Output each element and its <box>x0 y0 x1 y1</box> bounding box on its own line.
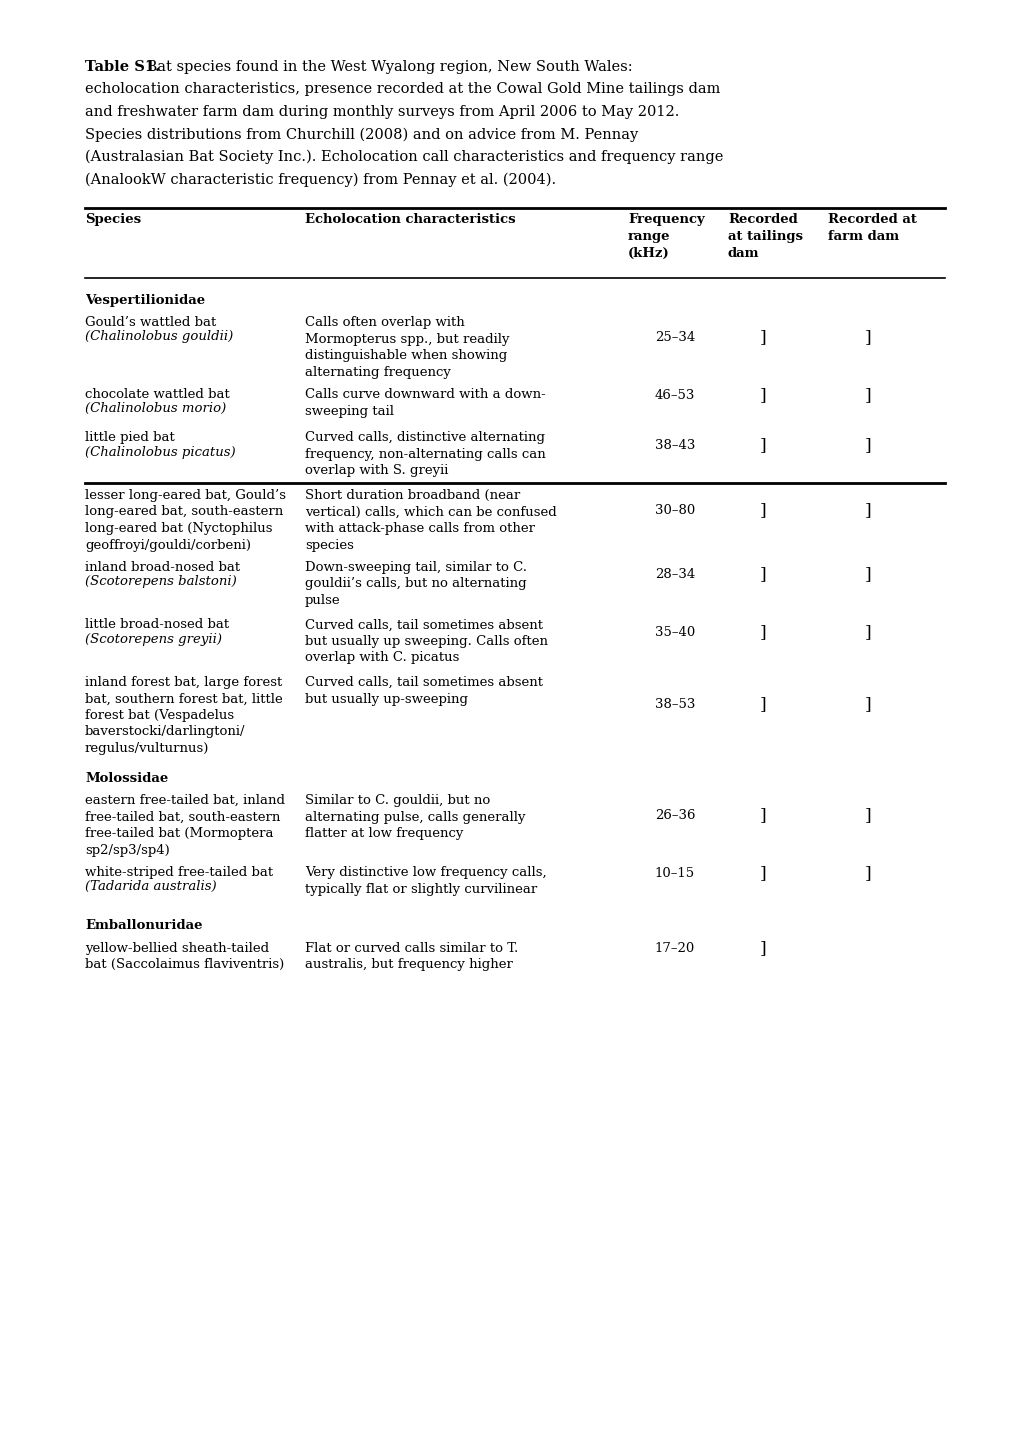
Text: ]: ] <box>759 941 765 957</box>
Text: ]: ] <box>864 437 870 455</box>
Text: yellow-bellied sheath-tailed
bat (Saccolaimus flaviventris): yellow-bellied sheath-tailed bat (Saccol… <box>85 942 284 971</box>
Text: Frequency
range
(kHz): Frequency range (kHz) <box>628 214 704 260</box>
Text: Species: Species <box>85 214 141 227</box>
Text: ]: ] <box>864 807 870 824</box>
Text: ]: ] <box>759 696 765 713</box>
Text: white-striped free-tailed bat: white-striped free-tailed bat <box>85 866 273 879</box>
Text: Very distinctive low frequency calls,
typically flat or slightly curvilinear: Very distinctive low frequency calls, ty… <box>305 866 546 896</box>
Text: 38–53: 38–53 <box>654 698 695 711</box>
Text: Gould’s wattled bat: Gould’s wattled bat <box>85 316 216 329</box>
Text: ]: ] <box>759 387 765 404</box>
Text: ]: ] <box>864 502 870 519</box>
Text: Short duration broadband (near
vertical) calls, which can be confused
with attac: Short duration broadband (near vertical)… <box>305 489 556 551</box>
Text: (Tadarida australis): (Tadarida australis) <box>85 880 216 893</box>
Text: ]: ] <box>864 387 870 404</box>
Text: Recorded at
farm dam: Recorded at farm dam <box>827 214 916 242</box>
Text: ]: ] <box>759 625 765 641</box>
Text: 38–43: 38–43 <box>654 439 695 452</box>
Text: Similar to C. gouldii, but no
alternating pulse, calls generally
flatter at low : Similar to C. gouldii, but no alternatin… <box>305 794 525 840</box>
Text: (Scotorepens greyii): (Scotorepens greyii) <box>85 632 222 645</box>
Text: (Australasian Bat Society Inc.). Echolocation call characteristics and frequency: (Australasian Bat Society Inc.). Echoloc… <box>85 150 722 165</box>
Text: Table S1.: Table S1. <box>85 61 160 74</box>
Text: ]: ] <box>759 437 765 455</box>
Text: Vespertilionidae: Vespertilionidae <box>85 294 205 307</box>
Text: and freshwater farm dam during monthly surveys from April 2006 to May 2012.: and freshwater farm dam during monthly s… <box>85 105 679 118</box>
Text: Down-sweeping tail, similar to C.
gouldii’s calls, but no alternating
pulse: Down-sweeping tail, similar to C. gouldi… <box>305 561 527 608</box>
Text: Molossidae: Molossidae <box>85 772 168 785</box>
Text: Bat species found in the West Wyalong region, New South Wales:: Bat species found in the West Wyalong re… <box>142 61 632 74</box>
Text: 28–34: 28–34 <box>654 569 694 582</box>
Text: little pied bat: little pied bat <box>85 431 174 444</box>
Text: (Chalinolobus gouldii): (Chalinolobus gouldii) <box>85 330 233 343</box>
Text: 35–40: 35–40 <box>654 626 694 639</box>
Text: Recorded
at tailings
dam: Recorded at tailings dam <box>728 214 802 260</box>
Text: 30–80: 30–80 <box>654 504 694 517</box>
Text: eastern free-tailed bat, inland
free-tailed bat, south-eastern
free-tailed bat (: eastern free-tailed bat, inland free-tai… <box>85 794 284 857</box>
Text: Calls curve downward with a down-
sweeping tail: Calls curve downward with a down- sweepi… <box>305 388 545 417</box>
Text: ]: ] <box>759 329 765 346</box>
Text: ]: ] <box>759 567 765 583</box>
Text: 46–53: 46–53 <box>654 388 695 401</box>
Text: Curved calls, tail sometimes absent
but usually up-sweeping: Curved calls, tail sometimes absent but … <box>305 675 542 706</box>
Text: ]: ] <box>759 864 765 882</box>
Text: ]: ] <box>759 807 765 824</box>
Text: Curved calls, tail sometimes absent
but usually up sweeping. Calls often
overlap: Curved calls, tail sometimes absent but … <box>305 619 547 664</box>
Text: ]: ] <box>864 567 870 583</box>
Text: inland forest bat, large forest
bat, southern forest bat, little
forest bat (Ves: inland forest bat, large forest bat, sou… <box>85 675 282 755</box>
Text: (AnalookW characteristic frequency) from Pennay et al. (2004).: (AnalookW characteristic frequency) from… <box>85 173 555 188</box>
Text: Species distributions from Churchill (2008) and on advice from M. Pennay: Species distributions from Churchill (20… <box>85 127 638 141</box>
Text: lesser long-eared bat, Gould’s
long-eared bat, south-eastern
long-eared bat (Nyc: lesser long-eared bat, Gould’s long-eare… <box>85 489 285 551</box>
Text: inland broad-nosed bat: inland broad-nosed bat <box>85 561 239 574</box>
Text: Calls often overlap with
Mormopterus spp., but readily
distinguishable when show: Calls often overlap with Mormopterus spp… <box>305 316 510 378</box>
Text: echolocation characteristics, presence recorded at the Cowal Gold Mine tailings : echolocation characteristics, presence r… <box>85 82 719 97</box>
Text: 26–36: 26–36 <box>654 810 695 823</box>
Text: ]: ] <box>759 502 765 519</box>
Text: 17–20: 17–20 <box>654 942 694 955</box>
Text: ]: ] <box>864 864 870 882</box>
Text: Flat or curved calls similar to T.
australis, but frequency higher: Flat or curved calls similar to T. austr… <box>305 942 518 971</box>
Text: Curved calls, distinctive alternating
frequency, non-alternating calls can
overl: Curved calls, distinctive alternating fr… <box>305 431 545 478</box>
Text: chocolate wattled bat: chocolate wattled bat <box>85 388 229 401</box>
Text: ]: ] <box>864 329 870 346</box>
Text: (Chalinolobus morio): (Chalinolobus morio) <box>85 403 226 416</box>
Text: ]: ] <box>864 696 870 713</box>
Text: (Scotorepens balstoni): (Scotorepens balstoni) <box>85 574 236 587</box>
Text: 25–34: 25–34 <box>654 330 694 343</box>
Text: Emballonuridae: Emballonuridae <box>85 919 203 932</box>
Text: 10–15: 10–15 <box>654 867 694 880</box>
Text: (Chalinolobus picatus): (Chalinolobus picatus) <box>85 446 235 459</box>
Text: Echolocation characteristics: Echolocation characteristics <box>305 214 516 227</box>
Text: little broad-nosed bat: little broad-nosed bat <box>85 619 229 632</box>
Text: ]: ] <box>864 625 870 641</box>
